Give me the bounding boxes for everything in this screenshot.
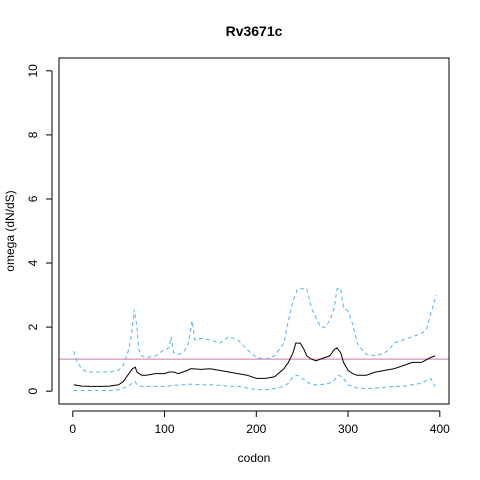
y-tick-label: 2 — [26, 323, 40, 330]
x-axis: 0 100 200 300 400 — [69, 410, 450, 436]
x-tick-label: 0 — [69, 422, 76, 436]
x-tick-label: 100 — [155, 422, 175, 436]
x-tick-label: 200 — [246, 422, 266, 436]
y-tick-label: 6 — [26, 195, 40, 202]
x-axis-label: codon — [238, 451, 271, 465]
chart-title: Rv3671c — [226, 23, 283, 39]
series-0-line — [73, 342, 436, 387]
y-tick-label: 4 — [26, 259, 40, 266]
series-2-line — [73, 374, 436, 391]
plot-area — [59, 288, 449, 391]
y-tick-label: 10 — [26, 64, 40, 78]
y-tick-label: 0 — [26, 388, 40, 395]
y-axis-label: omega (dN/dS) — [3, 190, 17, 271]
series-1-line — [73, 288, 437, 373]
y-tick-label: 8 — [26, 131, 40, 138]
x-tick-label: 300 — [338, 422, 358, 436]
x-tick-label: 400 — [430, 422, 450, 436]
y-axis: 0 2 4 6 8 10 — [26, 64, 53, 395]
plot-frame — [58, 57, 450, 405]
